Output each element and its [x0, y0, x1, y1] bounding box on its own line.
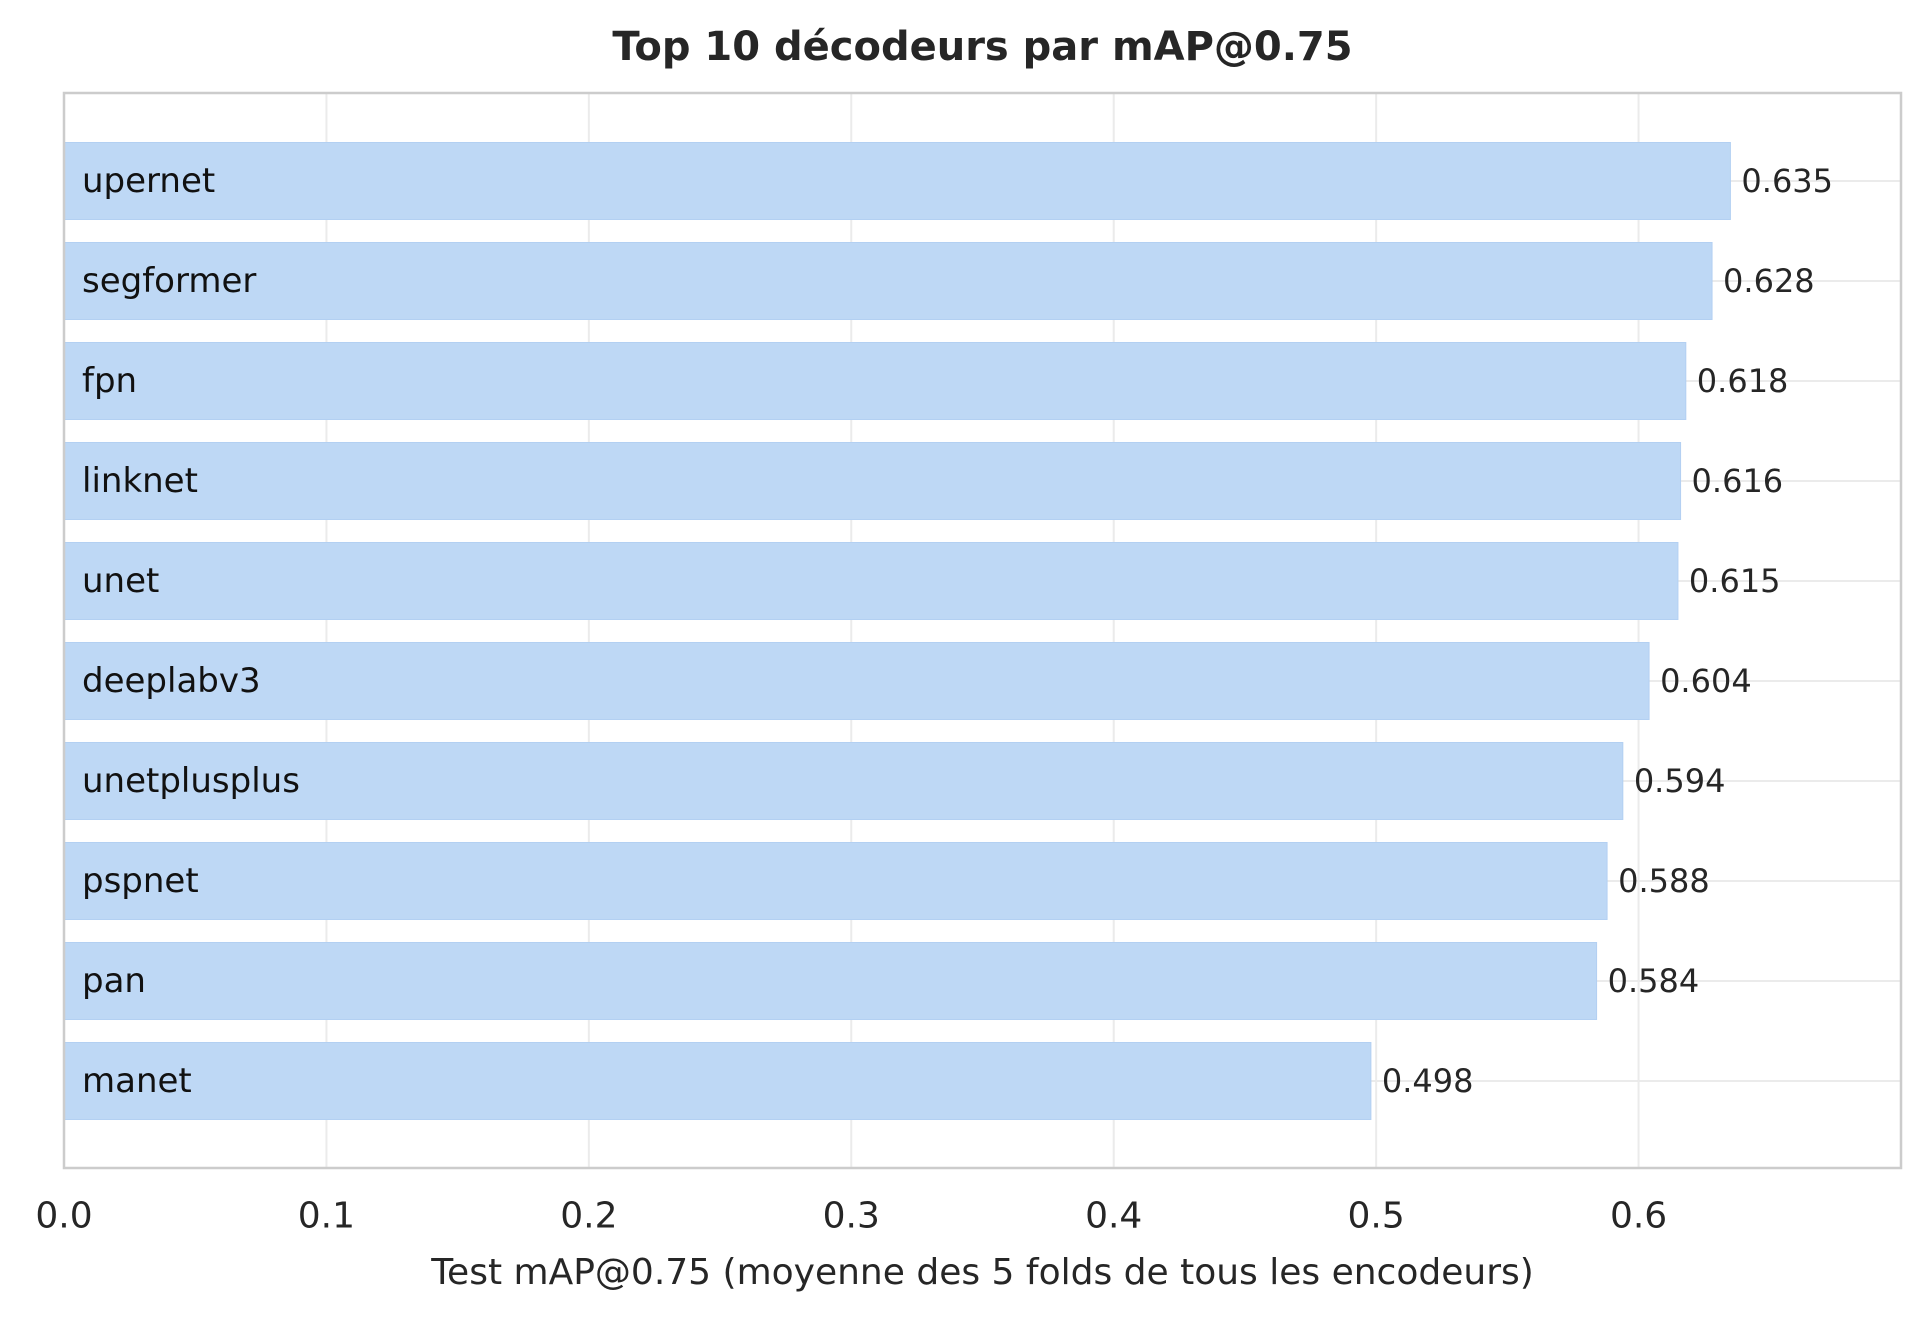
- bar-manet: [63, 1042, 1372, 1120]
- value-label: 0.604: [1660, 662, 1752, 700]
- chart-title: Top 10 décodeurs par mAP@0.75: [612, 24, 1353, 70]
- bar-unet: [63, 542, 1679, 620]
- value-label: 0.616: [1692, 462, 1784, 500]
- x-tick-label: 0.4: [1085, 1196, 1142, 1237]
- bar-pan: [63, 942, 1598, 1020]
- category-label: pan: [82, 961, 146, 1001]
- value-label: 0.635: [1741, 162, 1833, 200]
- category-label: upernet: [82, 161, 215, 201]
- value-label: 0.594: [1634, 762, 1726, 800]
- value-label: 0.498: [1382, 1062, 1474, 1100]
- category-label: unet: [82, 561, 159, 601]
- x-tick-label: 0.2: [560, 1196, 617, 1237]
- plot-frame: [62, 91, 1903, 1170]
- category-label: manet: [82, 1061, 192, 1101]
- bar-pspnet: [63, 842, 1608, 920]
- value-label: 0.628: [1723, 262, 1815, 300]
- bar-linknet: [63, 442, 1682, 520]
- bar-segformer: [63, 242, 1713, 320]
- value-label: 0.588: [1618, 862, 1710, 900]
- x-tick-label: 0.0: [35, 1196, 92, 1237]
- bar-upernet: [63, 142, 1731, 220]
- x-axis-label: Test mAP@0.75 (moyenne des 5 folds de to…: [431, 1252, 1534, 1293]
- x-tick-label: 0.3: [823, 1196, 880, 1237]
- category-label: pspnet: [82, 861, 199, 901]
- bar-deeplabv3: [63, 642, 1650, 720]
- category-label: fpn: [82, 361, 137, 401]
- category-label: linknet: [82, 461, 198, 501]
- bar-fpn: [63, 342, 1687, 420]
- value-label: 0.584: [1608, 962, 1700, 1000]
- x-tick-label: 0.5: [1348, 1196, 1405, 1237]
- category-label: unetplusplus: [82, 761, 300, 801]
- value-label: 0.618: [1697, 362, 1789, 400]
- value-label: 0.615: [1689, 562, 1781, 600]
- category-label: segformer: [82, 261, 256, 301]
- x-tick-label: 0.1: [298, 1196, 355, 1237]
- x-tick-label: 0.6: [1610, 1196, 1667, 1237]
- bar-unetplusplus: [63, 742, 1624, 820]
- category-label: deeplabv3: [82, 661, 261, 701]
